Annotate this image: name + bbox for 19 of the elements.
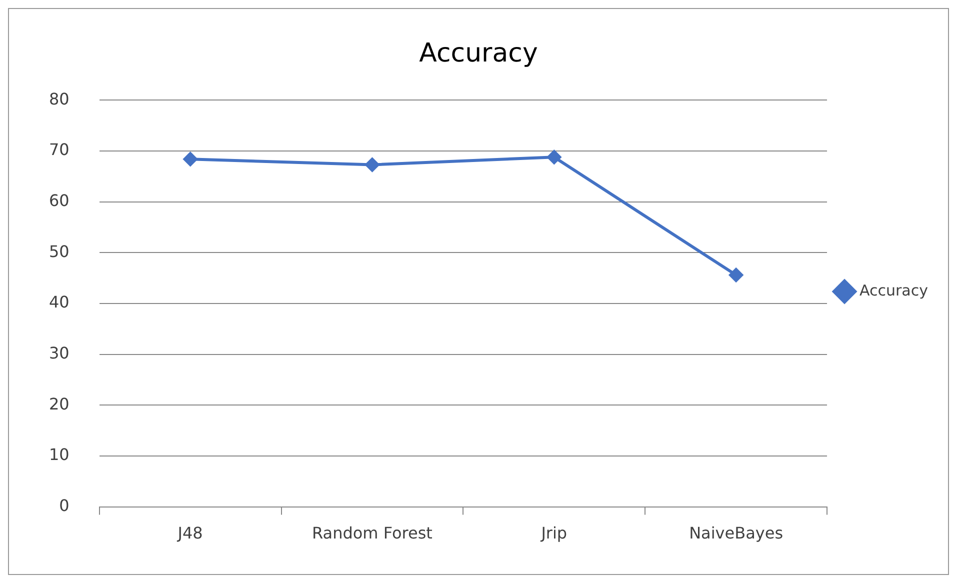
- y-tick-label: 20: [49, 394, 70, 414]
- x-tick-label: NaiveBayes: [689, 524, 784, 543]
- y-tick-label: 50: [49, 242, 70, 261]
- y-tick-label: 0: [59, 496, 70, 515]
- point: [729, 268, 744, 282]
- legend-label: Accuracy: [860, 281, 928, 300]
- y-tick-label: 40: [49, 292, 70, 312]
- chart-title: Accuracy: [419, 38, 538, 68]
- x-tick-label: Random Forest: [312, 524, 432, 543]
- y-tick-label: 60: [49, 191, 70, 210]
- point: [183, 152, 198, 166]
- y-tick-label: 30: [49, 343, 70, 362]
- y-tick-label: 80: [49, 89, 70, 108]
- point: [547, 150, 562, 164]
- point: [365, 158, 380, 172]
- y-tick-label: 70: [49, 140, 70, 160]
- x-tick-label: J48: [176, 524, 203, 543]
- y-tick-label: 10: [49, 445, 70, 464]
- x-tick-label: Jrip: [540, 524, 568, 543]
